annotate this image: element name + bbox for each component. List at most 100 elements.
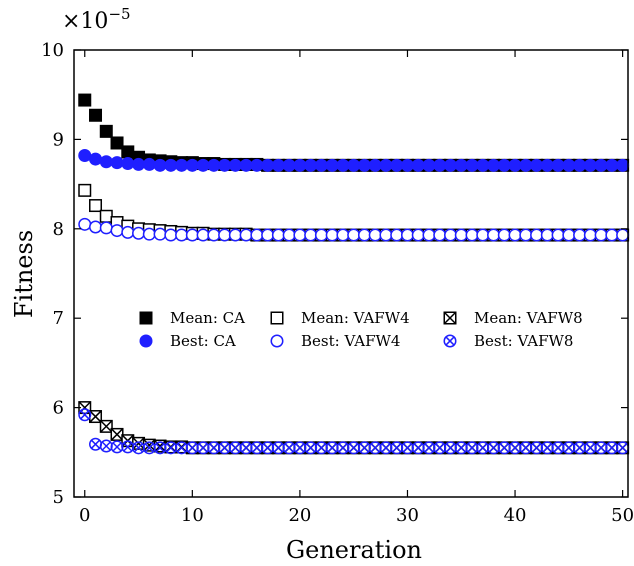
- data-point: [336, 228, 350, 242]
- data-point: [347, 228, 361, 242]
- data-point: [196, 158, 210, 172]
- data-point: [454, 158, 468, 172]
- data-point: [433, 158, 447, 172]
- data-point: [78, 148, 92, 162]
- data-point: [357, 158, 371, 172]
- legend-marker: [139, 311, 153, 325]
- data-point: [121, 225, 135, 239]
- data-point: [282, 158, 296, 172]
- data-point: [465, 158, 479, 172]
- axis-ticks: 0 10 20 30 40 50 5 6 7 8 9 10: [41, 40, 634, 526]
- data-point: [99, 439, 113, 453]
- data-point: [314, 158, 328, 172]
- legend-item: Mean: CA: [139, 309, 245, 327]
- data-point: [261, 158, 275, 172]
- data-point: [594, 228, 608, 242]
- plot-frame: [73, 49, 629, 498]
- legend-marker: [443, 311, 457, 325]
- data-point: [519, 158, 533, 172]
- data-point: [454, 228, 468, 242]
- data-point: [89, 199, 103, 213]
- legend: Mean: CA Mean: VAFW4 Mean: VAFW8 Best: CA Be…: [139, 309, 583, 350]
- data-point: [228, 228, 242, 242]
- data-point: [444, 158, 458, 172]
- data-point: [304, 228, 318, 242]
- data-point: [250, 441, 264, 455]
- data-point: [218, 228, 232, 242]
- data-point: [605, 228, 619, 242]
- data-point: [314, 228, 328, 242]
- data-point: [347, 158, 361, 172]
- legend-label: Best: VAFW4: [301, 332, 400, 350]
- data-point: [185, 441, 199, 455]
- data-point: [132, 226, 146, 240]
- data-point: [110, 440, 124, 454]
- data-point: [293, 158, 307, 172]
- x-tick-label: 50: [611, 505, 634, 526]
- data-point: [497, 158, 511, 172]
- data-point: [562, 158, 576, 172]
- legend-label: Mean: CA: [170, 309, 245, 327]
- y-tick-label: 6: [53, 398, 64, 419]
- data-point: [142, 157, 156, 171]
- data-point: [218, 158, 232, 172]
- data-point: [153, 227, 167, 241]
- data-point: [271, 158, 285, 172]
- legend-marker: [139, 334, 153, 348]
- x-tick-label: 20: [288, 505, 311, 526]
- data-marks: [78, 93, 630, 455]
- data-point: [390, 158, 404, 172]
- data-point: [99, 419, 113, 433]
- data-point: [476, 158, 490, 172]
- x-tick-label: 0: [79, 505, 90, 526]
- data-point: [368, 158, 382, 172]
- legend-label: Mean: VAFW8: [474, 309, 583, 327]
- data-point: [444, 228, 458, 242]
- data-point: [132, 157, 146, 171]
- legend-item: Best: VAFW4: [270, 332, 400, 350]
- data-point: [357, 228, 371, 242]
- data-point: [605, 158, 619, 172]
- data-point: [594, 158, 608, 172]
- data-point: [282, 441, 296, 455]
- data-point: [336, 158, 350, 172]
- data-point: [400, 228, 414, 242]
- data-point: [497, 228, 511, 242]
- data-point: [261, 228, 275, 242]
- data-point: [293, 228, 307, 242]
- data-point: [508, 158, 522, 172]
- data-point: [530, 158, 544, 172]
- data-point: [110, 136, 124, 150]
- y-axis-label: Fitness: [10, 230, 38, 318]
- data-point: [616, 158, 630, 172]
- data-point: [228, 158, 242, 172]
- data-point: [465, 228, 479, 242]
- data-point: [78, 183, 92, 197]
- data-point: [142, 438, 156, 452]
- data-point: [379, 158, 393, 172]
- data-point: [250, 228, 264, 242]
- data-point: [153, 158, 167, 172]
- data-point: [540, 158, 554, 172]
- x-axis-label: Generation: [286, 536, 422, 564]
- data-point: [551, 158, 565, 172]
- data-point: [196, 228, 210, 242]
- data-point: [110, 156, 124, 170]
- data-point: [207, 158, 221, 172]
- data-point: [250, 158, 264, 172]
- data-point: [454, 441, 468, 455]
- data-point: [271, 228, 285, 242]
- data-point: [530, 228, 544, 242]
- data-point: [89, 108, 103, 122]
- data-point: [379, 228, 393, 242]
- data-point: [347, 441, 361, 455]
- data-point: [325, 158, 339, 172]
- data-point: [142, 227, 156, 241]
- data-point: [89, 437, 103, 451]
- data-point: [89, 410, 103, 424]
- data-point: [562, 228, 576, 242]
- data-point: [175, 158, 189, 172]
- data-point: [573, 228, 587, 242]
- data-point: [616, 228, 630, 242]
